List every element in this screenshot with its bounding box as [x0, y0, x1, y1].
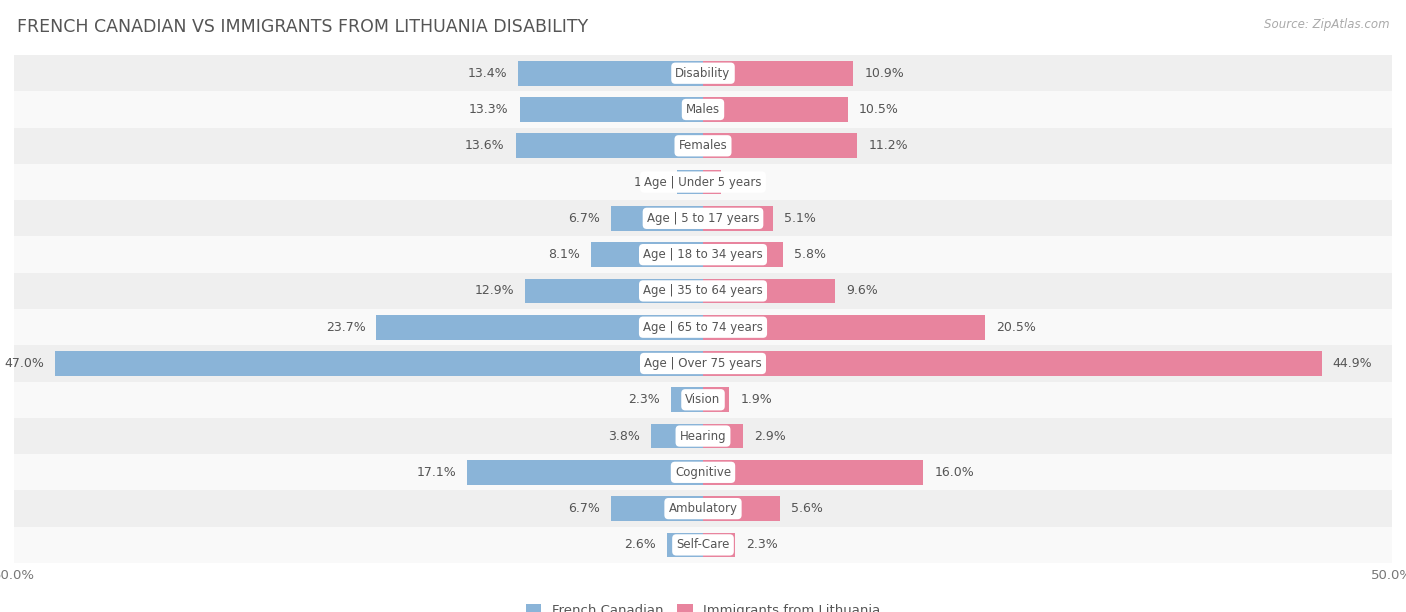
Bar: [14, 273, 1392, 309]
Bar: [14, 309, 1392, 345]
Text: Age | 18 to 34 years: Age | 18 to 34 years: [643, 248, 763, 261]
Text: 20.5%: 20.5%: [997, 321, 1036, 334]
Bar: [703, 387, 730, 412]
Text: 2.9%: 2.9%: [754, 430, 786, 442]
Bar: [14, 418, 1392, 454]
Text: 5.8%: 5.8%: [794, 248, 825, 261]
Text: 1.9%: 1.9%: [634, 176, 666, 188]
Legend: French Canadian, Immigrants from Lithuania: French Canadian, Immigrants from Lithuan…: [520, 599, 886, 612]
Bar: [703, 170, 721, 195]
Bar: [703, 133, 858, 158]
Bar: [14, 345, 1392, 382]
Text: 8.1%: 8.1%: [548, 248, 581, 261]
Text: 9.6%: 9.6%: [846, 285, 879, 297]
Bar: [703, 496, 780, 521]
Bar: [592, 242, 703, 267]
Bar: [703, 424, 742, 449]
Bar: [14, 91, 1392, 128]
Bar: [519, 61, 703, 86]
Text: 2.3%: 2.3%: [745, 539, 778, 551]
Bar: [14, 128, 1392, 164]
Bar: [377, 315, 703, 340]
Text: Age | Under 5 years: Age | Under 5 years: [644, 176, 762, 188]
Bar: [516, 133, 703, 158]
Text: Ambulatory: Ambulatory: [668, 502, 738, 515]
Text: 13.4%: 13.4%: [468, 67, 508, 80]
Text: Males: Males: [686, 103, 720, 116]
Text: 13.3%: 13.3%: [470, 103, 509, 116]
Bar: [671, 387, 703, 412]
Text: 17.1%: 17.1%: [416, 466, 457, 479]
Text: Age | 5 to 17 years: Age | 5 to 17 years: [647, 212, 759, 225]
Text: 13.6%: 13.6%: [465, 140, 505, 152]
Text: 11.2%: 11.2%: [869, 140, 908, 152]
Bar: [14, 527, 1392, 563]
Bar: [703, 278, 835, 304]
Bar: [676, 170, 703, 195]
Text: 3.8%: 3.8%: [607, 430, 640, 442]
Text: 6.7%: 6.7%: [568, 212, 599, 225]
Bar: [467, 460, 703, 485]
Bar: [55, 351, 703, 376]
Text: Age | Over 75 years: Age | Over 75 years: [644, 357, 762, 370]
Text: 6.7%: 6.7%: [568, 502, 599, 515]
Bar: [14, 55, 1392, 91]
Text: Hearing: Hearing: [679, 430, 727, 442]
Bar: [610, 496, 703, 521]
Text: FRENCH CANADIAN VS IMMIGRANTS FROM LITHUANIA DISABILITY: FRENCH CANADIAN VS IMMIGRANTS FROM LITHU…: [17, 18, 588, 36]
Bar: [14, 236, 1392, 273]
Bar: [703, 61, 853, 86]
Bar: [703, 242, 783, 267]
Bar: [703, 351, 1322, 376]
Text: 47.0%: 47.0%: [4, 357, 45, 370]
Bar: [703, 97, 848, 122]
Bar: [703, 315, 986, 340]
Text: Females: Females: [679, 140, 727, 152]
Text: 10.9%: 10.9%: [865, 67, 904, 80]
Text: Disability: Disability: [675, 67, 731, 80]
Text: 10.5%: 10.5%: [859, 103, 898, 116]
Text: 2.3%: 2.3%: [628, 394, 661, 406]
Text: 16.0%: 16.0%: [935, 466, 974, 479]
Bar: [651, 424, 703, 449]
Bar: [703, 460, 924, 485]
Text: Source: ZipAtlas.com: Source: ZipAtlas.com: [1264, 18, 1389, 31]
Text: 1.9%: 1.9%: [740, 394, 772, 406]
Bar: [520, 97, 703, 122]
Text: 1.3%: 1.3%: [733, 176, 763, 188]
Bar: [526, 278, 703, 304]
Text: Self-Care: Self-Care: [676, 539, 730, 551]
Bar: [703, 532, 735, 558]
Bar: [668, 532, 703, 558]
Text: 5.1%: 5.1%: [785, 212, 815, 225]
Text: 2.6%: 2.6%: [624, 539, 657, 551]
Text: 12.9%: 12.9%: [475, 285, 515, 297]
Text: 5.6%: 5.6%: [792, 502, 823, 515]
Bar: [703, 206, 773, 231]
Bar: [610, 206, 703, 231]
Text: 23.7%: 23.7%: [326, 321, 366, 334]
Bar: [14, 454, 1392, 490]
Text: Age | 35 to 64 years: Age | 35 to 64 years: [643, 285, 763, 297]
Text: Cognitive: Cognitive: [675, 466, 731, 479]
Bar: [14, 200, 1392, 236]
Text: 44.9%: 44.9%: [1333, 357, 1372, 370]
Text: Age | 65 to 74 years: Age | 65 to 74 years: [643, 321, 763, 334]
Bar: [14, 382, 1392, 418]
Text: Vision: Vision: [685, 394, 721, 406]
Bar: [14, 164, 1392, 200]
Bar: [14, 490, 1392, 527]
